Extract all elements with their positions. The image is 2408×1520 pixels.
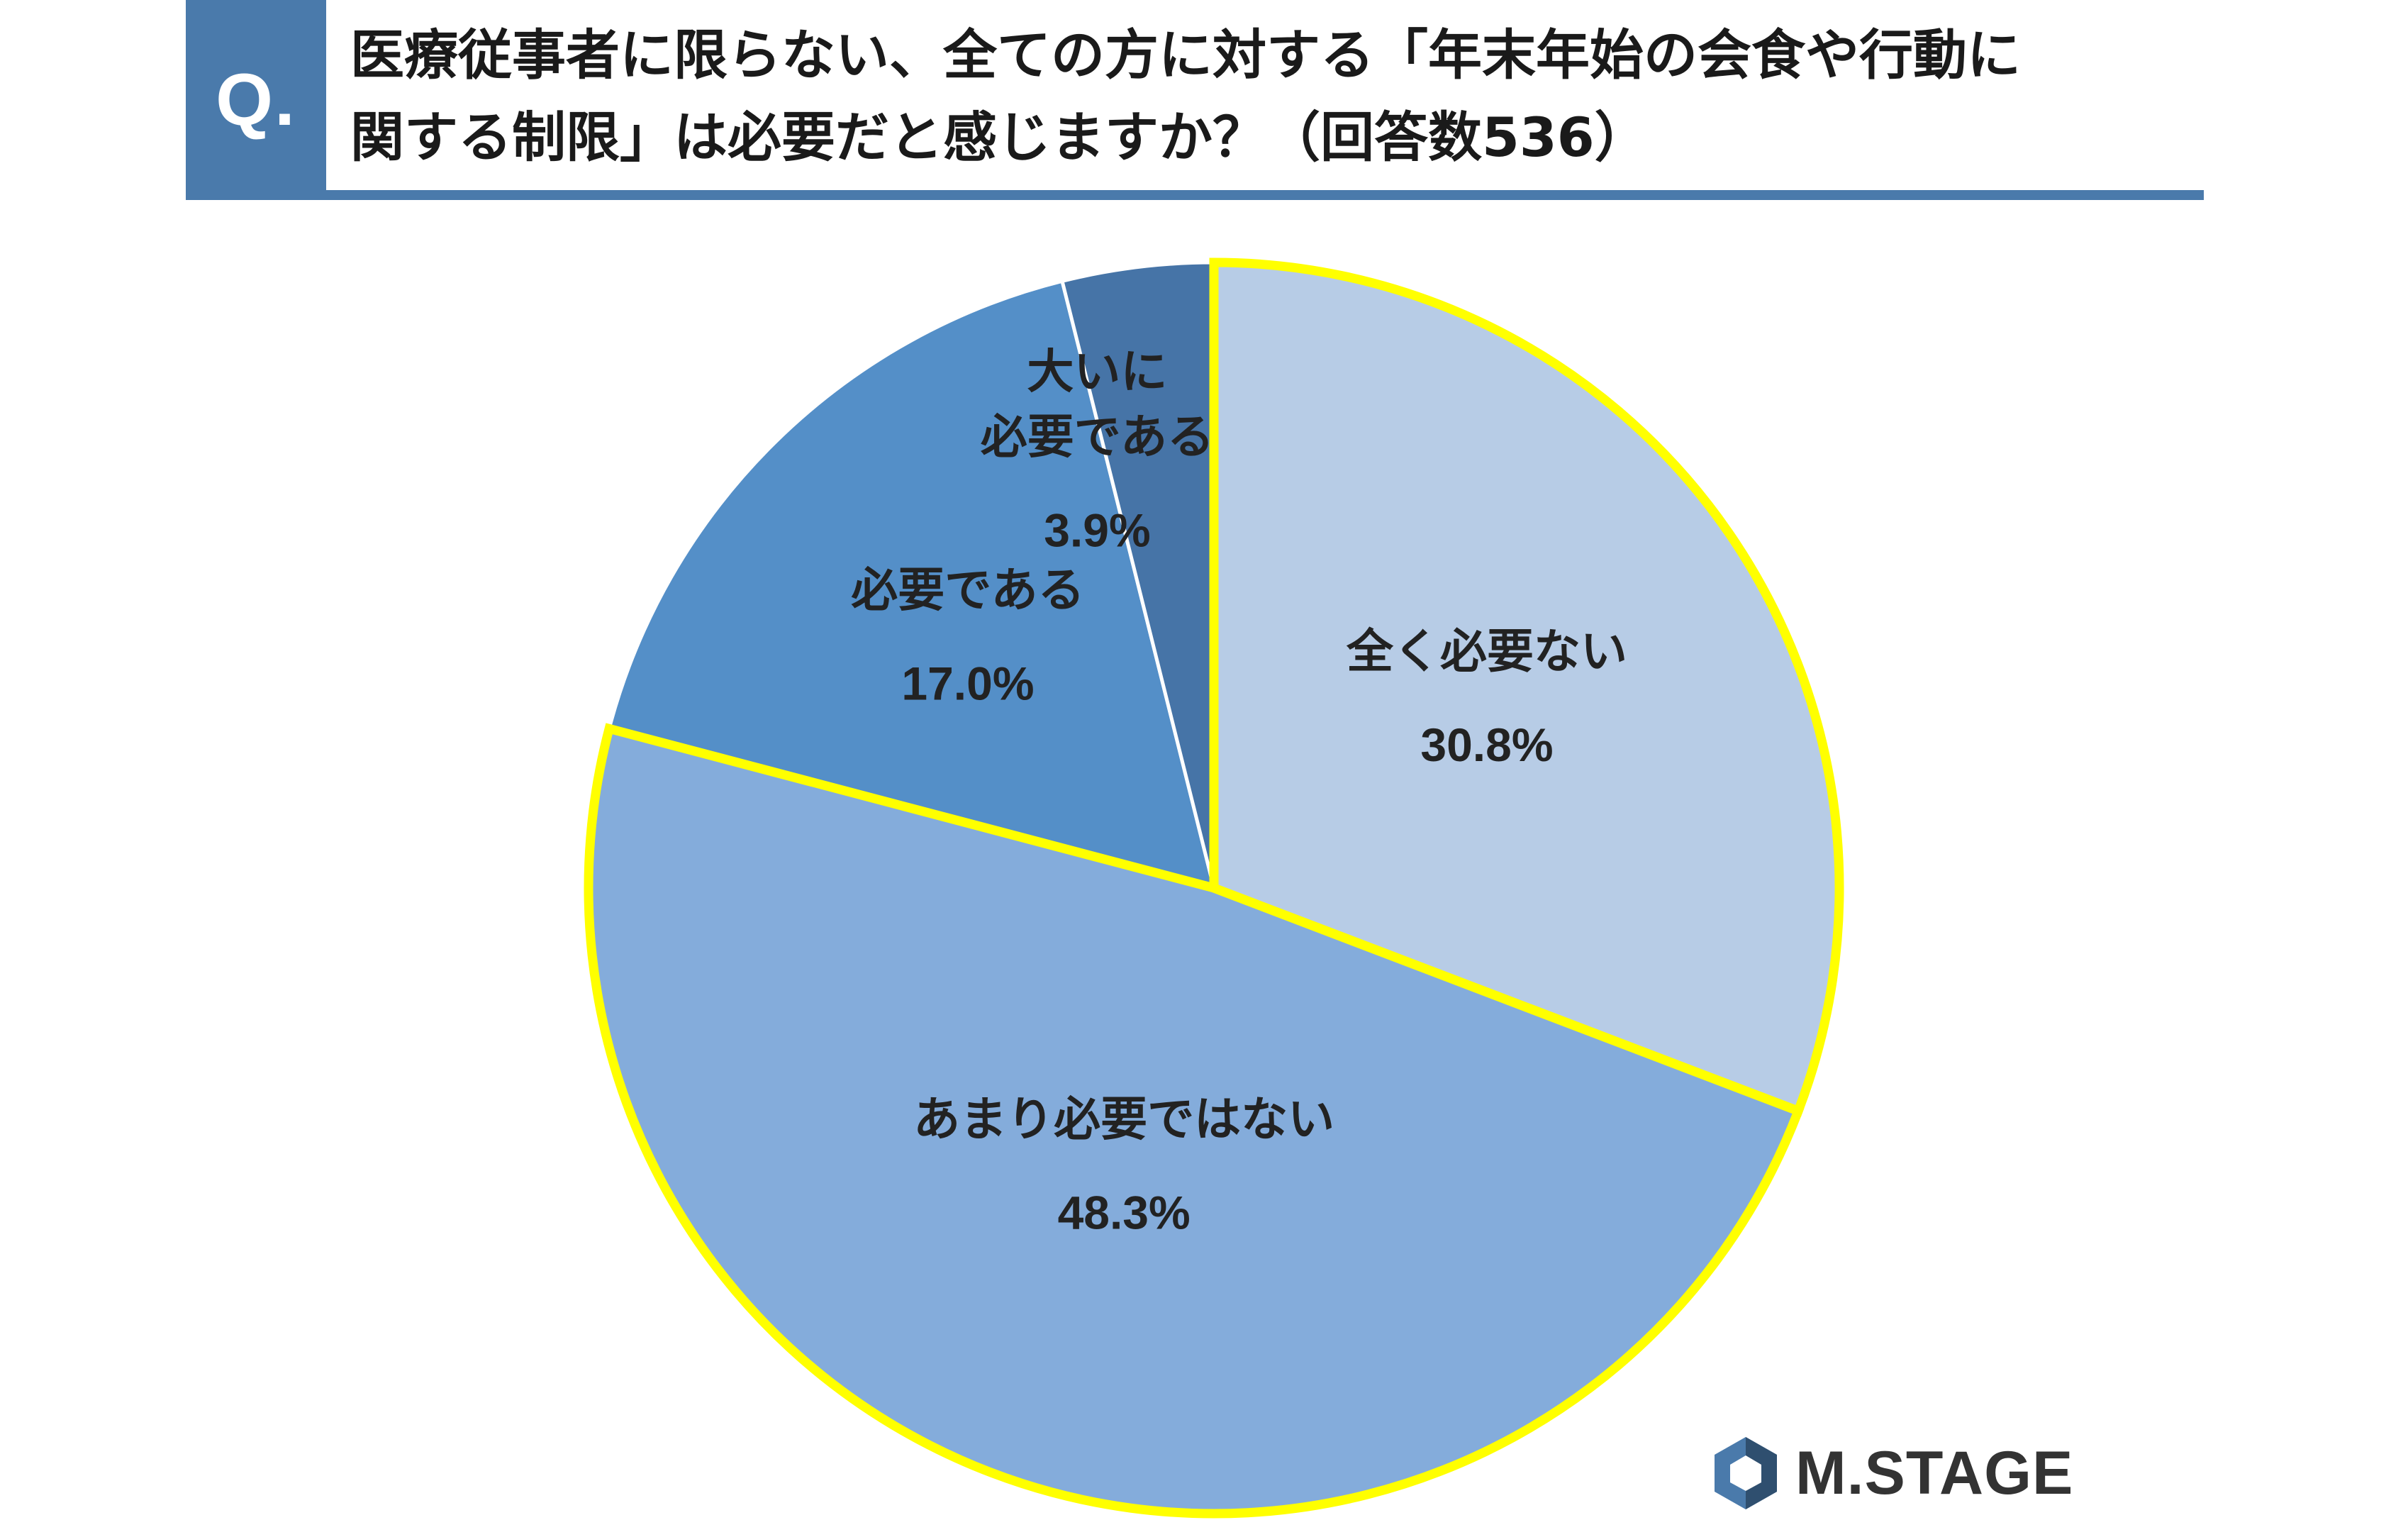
pie-label-4-line-2: 必要である	[981, 410, 1214, 465]
pie-value-label-4: 3.9%	[1044, 504, 1150, 557]
pie-label-3-line-1: 必要である	[851, 563, 1084, 618]
pie-slice-2-highlight-outline	[584, 723, 1805, 1519]
pie-value-label-1: 30.8%	[1420, 719, 1553, 771]
question-badge: Q.	[186, 0, 326, 200]
question-header: Q. 医療従事者に限らない、全ての方に対する「年末年始の会食や行動に 関する制限…	[186, 0, 2204, 200]
logo-text: M.STAGE	[1795, 1438, 2074, 1507]
pie-label-2-line-1: あまり必要ではない	[913, 1092, 1334, 1147]
pie-value-label-3: 17.0%	[901, 658, 1034, 710]
pie-slice-3-labels: 必要である 17.0%	[851, 563, 1084, 710]
pie-slice-2-labels: あまり必要ではない 48.3%	[913, 1092, 1334, 1239]
logo: M.STAGE	[1710, 1434, 2073, 1512]
pie-slice-1-highlight-outline	[1209, 257, 1844, 1117]
question-line-1: 医療従事者に限らない、全ての方に対する「年末年始の会食や行動に	[350, 23, 2021, 87]
pie-value-label-2: 48.3%	[1058, 1187, 1191, 1239]
hexagon-logo-icon	[1715, 1437, 1777, 1509]
pie-slice-3	[607, 279, 1216, 890]
pie-label-4-line-1: 大いに	[1027, 345, 1167, 399]
header-underline	[186, 190, 2204, 200]
pie-slice-1-labels: 全く必要ない 30.8%	[1346, 624, 1627, 771]
question-line-2: 関する制限」は必要だと感じますか？（回答数536）	[350, 106, 1649, 169]
pie-label-1-line-1: 全く必要ない	[1346, 624, 1627, 679]
question-text: 医療従事者に限らない、全ての方に対する「年末年始の会食や行動に 関する制限」は必…	[350, 14, 2194, 179]
